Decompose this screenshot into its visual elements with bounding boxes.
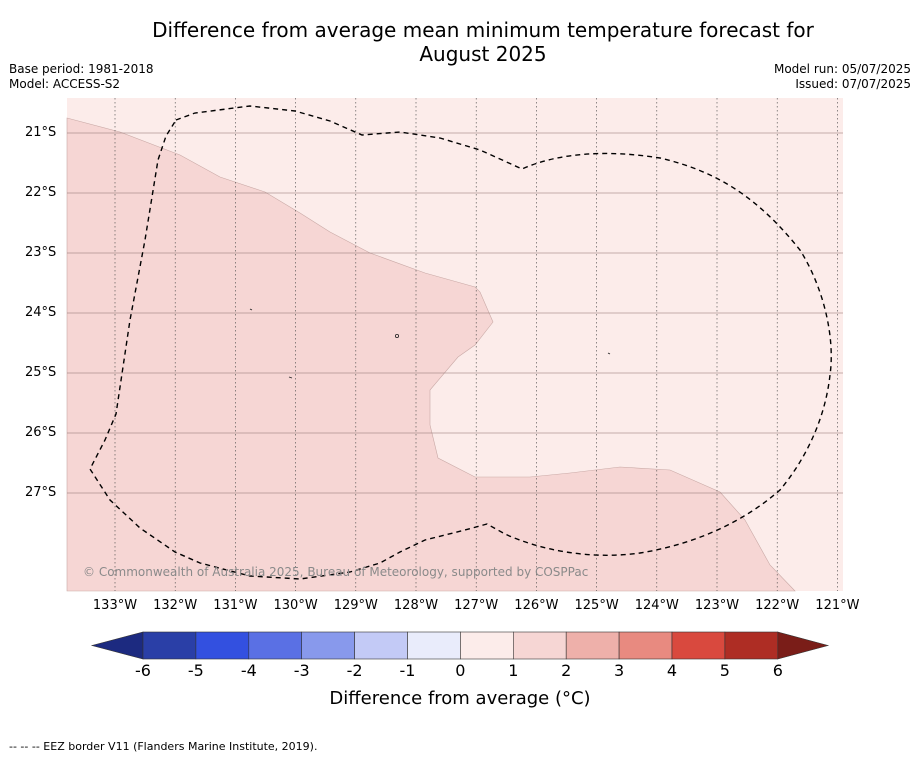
longitude-label: 133°W: [92, 598, 138, 613]
longitude-label: 131°W: [213, 598, 258, 613]
colorbar-tick-label: -5: [187, 661, 204, 680]
colorbar-segment: [724, 631, 779, 660]
colorbar-segment: [248, 631, 303, 660]
colorbar-over-arrow: [777, 631, 830, 660]
latitude-label: 26°S: [25, 425, 57, 440]
longitude-label: 122°W: [755, 598, 800, 613]
colorbar-label: Difference from average (°C): [329, 688, 591, 709]
colorbar-tick-label: 4: [666, 661, 678, 680]
base-period: Base period: 1981-2018: [9, 62, 154, 76]
colorbar-segment: [512, 631, 567, 660]
island-mark: [249, 308, 253, 311]
title-line-1: Difference from average mean minimum tem…: [152, 18, 814, 42]
island-mark: [394, 333, 399, 338]
latitude-label: 27°S: [25, 485, 57, 500]
colorbar-segment: [565, 631, 620, 660]
colorbar-tick-label: 3: [614, 661, 625, 680]
meta-left: Base period: 1981-2018 Model: ACCESS-S2: [9, 62, 154, 92]
colorbar-segment: [460, 631, 514, 660]
issued-date: Issued: 07/07/2025: [795, 77, 911, 91]
colorbar-segment: [142, 631, 197, 660]
longitude-label: 130°W: [273, 598, 318, 613]
model-name: Model: ACCESS-S2: [9, 77, 121, 91]
colorbar-under-arrow: [90, 631, 144, 660]
colorbar-tick-label: 5: [719, 661, 730, 680]
latitude-label: 23°S: [25, 245, 57, 260]
colorbar-segment: [354, 631, 408, 660]
colorbar-tick-label: -3: [293, 661, 310, 680]
title-line-2: August 2025: [419, 42, 547, 66]
colorbar-tick-label: 1: [508, 661, 519, 680]
latitude-label: 25°S: [25, 365, 57, 380]
longitude-label: 123°W: [694, 598, 740, 613]
longitude-label: 128°W: [393, 598, 439, 613]
colorbar-tick-label: 6: [772, 661, 783, 680]
latitude-label: 21°S: [25, 125, 57, 140]
longitude-label: 132°W: [153, 598, 198, 613]
colorbar-tick-label: 0: [455, 661, 466, 680]
colorbar-segment: [671, 631, 726, 660]
island-marks: [249, 308, 611, 379]
colorbar: [90, 631, 830, 660]
eez-legend-note: -- -- -- EEZ border V11 (Flanders Marine…: [9, 740, 318, 753]
colorbar-tick-label: -6: [135, 661, 151, 680]
longitude-label: 126°W: [514, 598, 559, 613]
colorbar-tick-label: -4: [240, 661, 257, 680]
colorbar-tick-label: 2: [561, 661, 572, 680]
colorbar-segment: [618, 631, 673, 660]
colorbar-tick-label: -2: [346, 661, 363, 680]
map-title: Difference from average mean minimum tem…: [80, 18, 886, 66]
longitude-label: 127°W: [454, 598, 499, 613]
island-mark: [607, 352, 611, 355]
longitude-label: 124°W: [634, 598, 679, 613]
longitude-label: 125°W: [574, 598, 619, 613]
colorbar-segment: [301, 631, 355, 660]
copyright-notice: © Commonwealth of Australia 2025, Bureau…: [83, 565, 589, 579]
latitude-label: 24°S: [25, 305, 57, 320]
meta-right: Model run: 05/07/2025 Issued: 07/07/2025: [774, 62, 911, 92]
island-mark: [288, 376, 293, 379]
eez-border: [89, 105, 832, 580]
colorbar-segment: [407, 631, 461, 660]
anomaly-band-1-2: [66, 117, 796, 592]
longitude-label: 121°W: [815, 598, 860, 613]
latitude-gridlines: [67, 132, 843, 494]
longitude-label: 129°W: [333, 598, 378, 613]
model-run: Model run: 05/07/2025: [773, 62, 911, 76]
colorbar-tick-label: -1: [399, 661, 416, 680]
colorbar-segment: [195, 631, 250, 660]
latitude-label: 22°S: [25, 185, 57, 200]
